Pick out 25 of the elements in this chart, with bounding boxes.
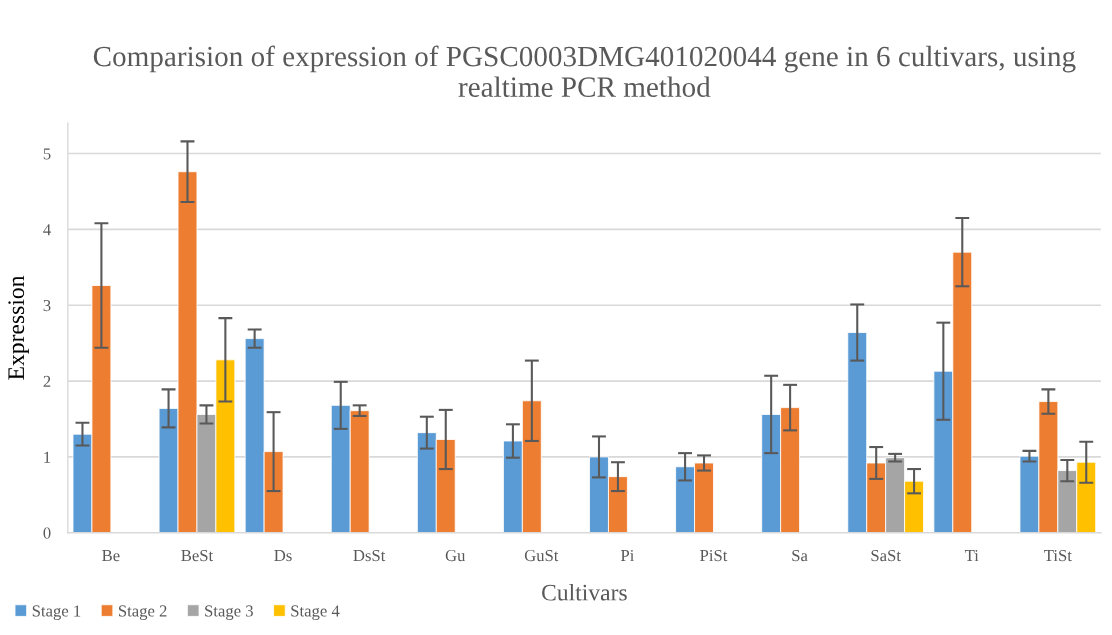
y-tick-label: 1 xyxy=(44,451,51,463)
x-tick-label: TiSt xyxy=(1044,549,1072,562)
y-tick-label: 0 xyxy=(43,527,51,539)
y-tick-label: 5 xyxy=(43,148,51,160)
y-tick-label: 3 xyxy=(43,299,51,312)
legend-label: Stage 3 xyxy=(205,605,253,620)
x-tick-label: Ds xyxy=(274,550,292,562)
x-tick-label: Ti xyxy=(964,549,979,561)
x-axis-title: Cultivars xyxy=(542,583,627,601)
x-tick-label: Be xyxy=(102,550,120,562)
x-tick-label: SaSt xyxy=(871,549,901,562)
legend-label: Stage 4 xyxy=(291,605,340,620)
x-tick-label: BeSt xyxy=(181,549,214,562)
x-tick-label: Pi xyxy=(620,549,635,561)
x-tick-label: PiSt xyxy=(700,549,728,562)
x-tick-label: DsSt xyxy=(353,549,386,562)
x-tick-label: Gu xyxy=(445,549,466,562)
y-axis-title: Expression xyxy=(8,275,29,380)
y-tick-label: 2 xyxy=(43,375,51,387)
x-tick-label: GuSt xyxy=(524,549,559,562)
x-tick-label: Sa xyxy=(792,549,808,562)
legend-label: Stage 2 xyxy=(118,605,167,620)
y-tick-label: 4 xyxy=(43,224,51,236)
chart-title: Comparision of expression of PGSC0003DMG401020044 gene in 6 cultivars, using realtime PCR method xyxy=(93,45,1076,97)
legend-label: Stage 1 xyxy=(32,605,81,620)
